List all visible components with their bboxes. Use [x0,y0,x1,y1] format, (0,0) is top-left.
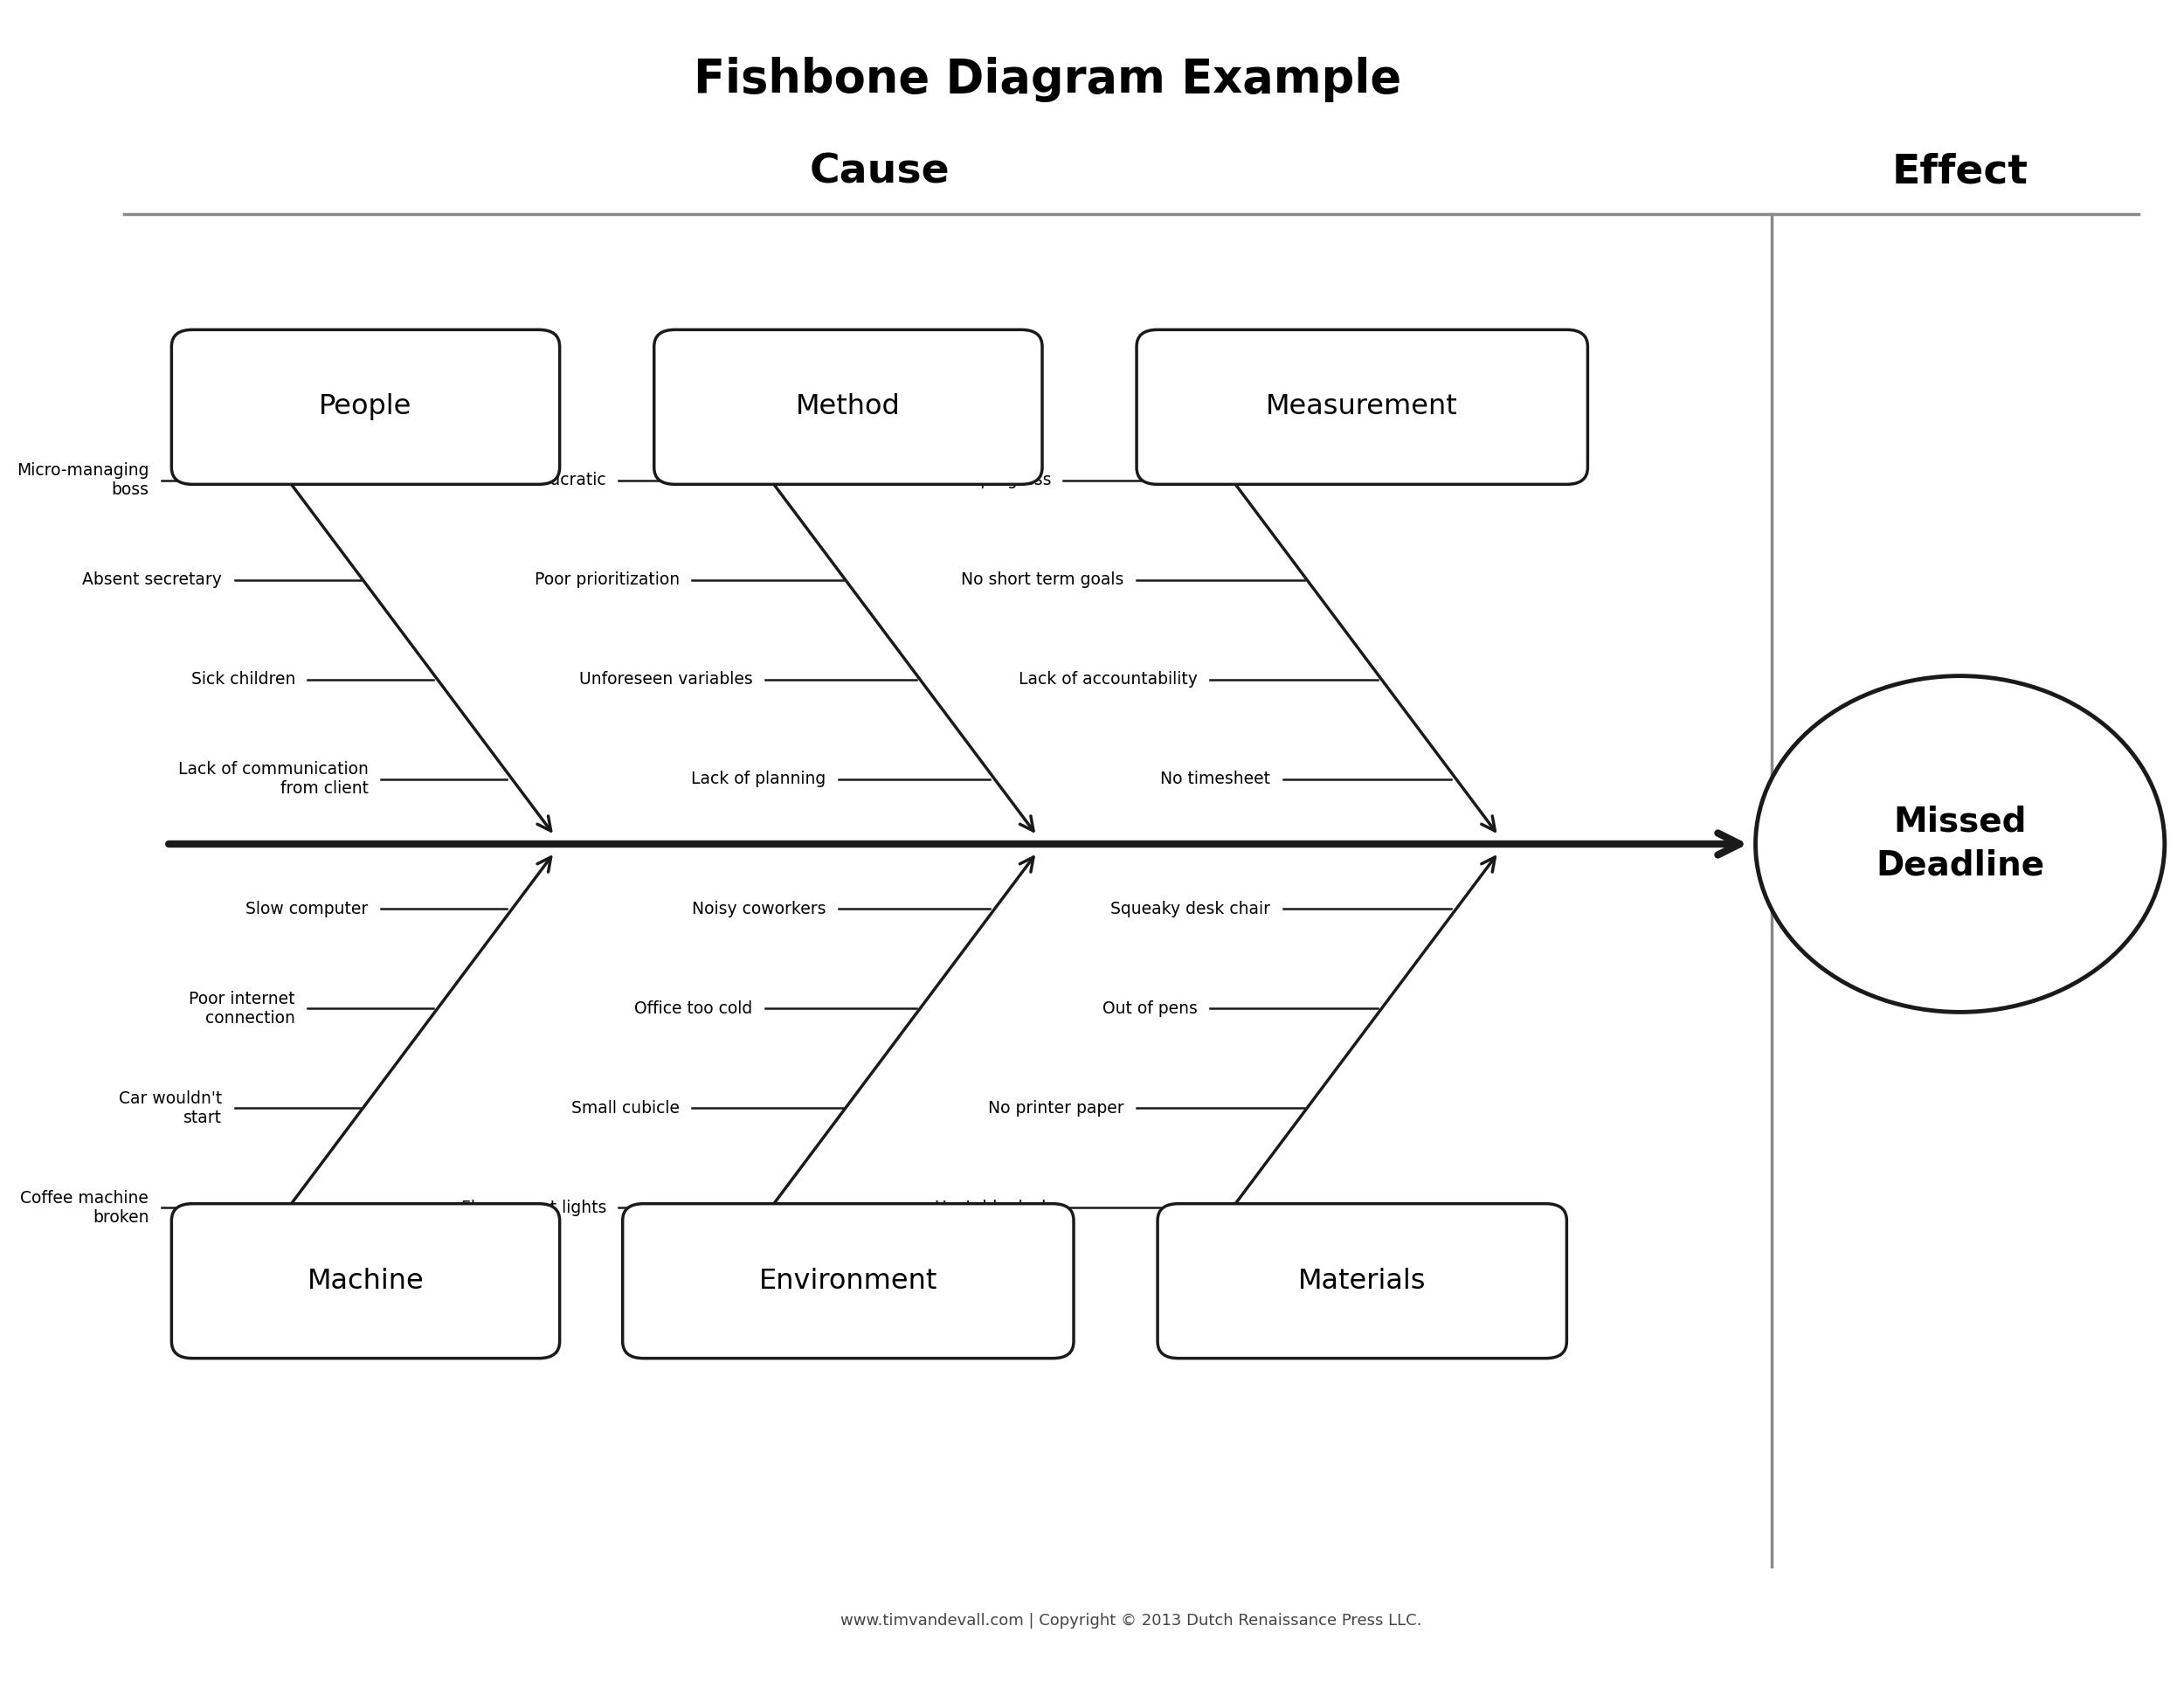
Text: Unforeseen variables: Unforeseen variables [579,672,753,687]
Ellipse shape [1756,675,2164,1013]
Text: Lack of communication
from client: Lack of communication from client [179,761,369,797]
FancyBboxPatch shape [1136,329,1588,484]
Text: www.timvandevall.com | Copyright © 2013 Dutch Renaissance Press LLC.: www.timvandevall.com | Copyright © 2013 … [841,1612,1422,1629]
Text: Absent secretary: Absent secretary [83,572,223,587]
FancyBboxPatch shape [173,1204,559,1359]
Text: Noisy coworkers: Noisy coworkers [692,900,826,917]
Text: Materials: Materials [1297,1268,1426,1295]
Text: Car wouldn't
start: Car wouldn't start [118,1090,223,1126]
FancyBboxPatch shape [173,329,559,484]
Text: Office too cold: Office too cold [633,1001,753,1016]
Text: Sick children: Sick children [190,672,295,687]
Text: Micro-managing
boss: Micro-managing boss [17,463,149,498]
Text: Measurement: Measurement [1267,393,1459,420]
Text: Poor internet
connection: Poor internet connection [190,991,295,1026]
Text: Effect: Effect [1891,152,2029,191]
Text: Out of pens: Out of pens [1103,1001,1197,1016]
Text: Fishbone Diagram Example: Fishbone Diagram Example [695,57,1402,101]
Text: Lack of planning: Lack of planning [690,771,826,788]
Text: No short term goals: No short term goals [961,572,1125,587]
Text: Method: Method [795,393,900,420]
Text: Coffee machine
broken: Coffee machine broken [20,1190,149,1225]
Text: Squeaky desk chair: Squeaky desk chair [1112,900,1271,917]
Text: No printer paper: No printer paper [987,1101,1125,1116]
Text: No timesheet: No timesheet [1160,771,1271,788]
FancyBboxPatch shape [653,329,1042,484]
Text: Slow computer: Slow computer [247,900,369,917]
FancyBboxPatch shape [622,1204,1075,1359]
Text: People: People [319,393,413,420]
Text: Cause: Cause [810,152,950,191]
Text: Unstable desk: Unstable desk [935,1200,1051,1215]
Text: Lack of accountability: Lack of accountability [1018,672,1197,687]
Text: Bureaucratic: Bureaucratic [502,473,607,488]
FancyBboxPatch shape [1158,1204,1566,1359]
Text: Small cubicle: Small cubicle [570,1101,679,1116]
Text: Missed
Deadline: Missed Deadline [1876,805,2044,883]
Text: Poor prioritization: Poor prioritization [535,572,679,587]
Text: Machine: Machine [308,1268,424,1295]
Text: Did not track progress: Did not track progress [867,473,1051,488]
Text: Fluorescent lights: Fluorescent lights [461,1200,607,1215]
Text: Environment: Environment [758,1268,937,1295]
